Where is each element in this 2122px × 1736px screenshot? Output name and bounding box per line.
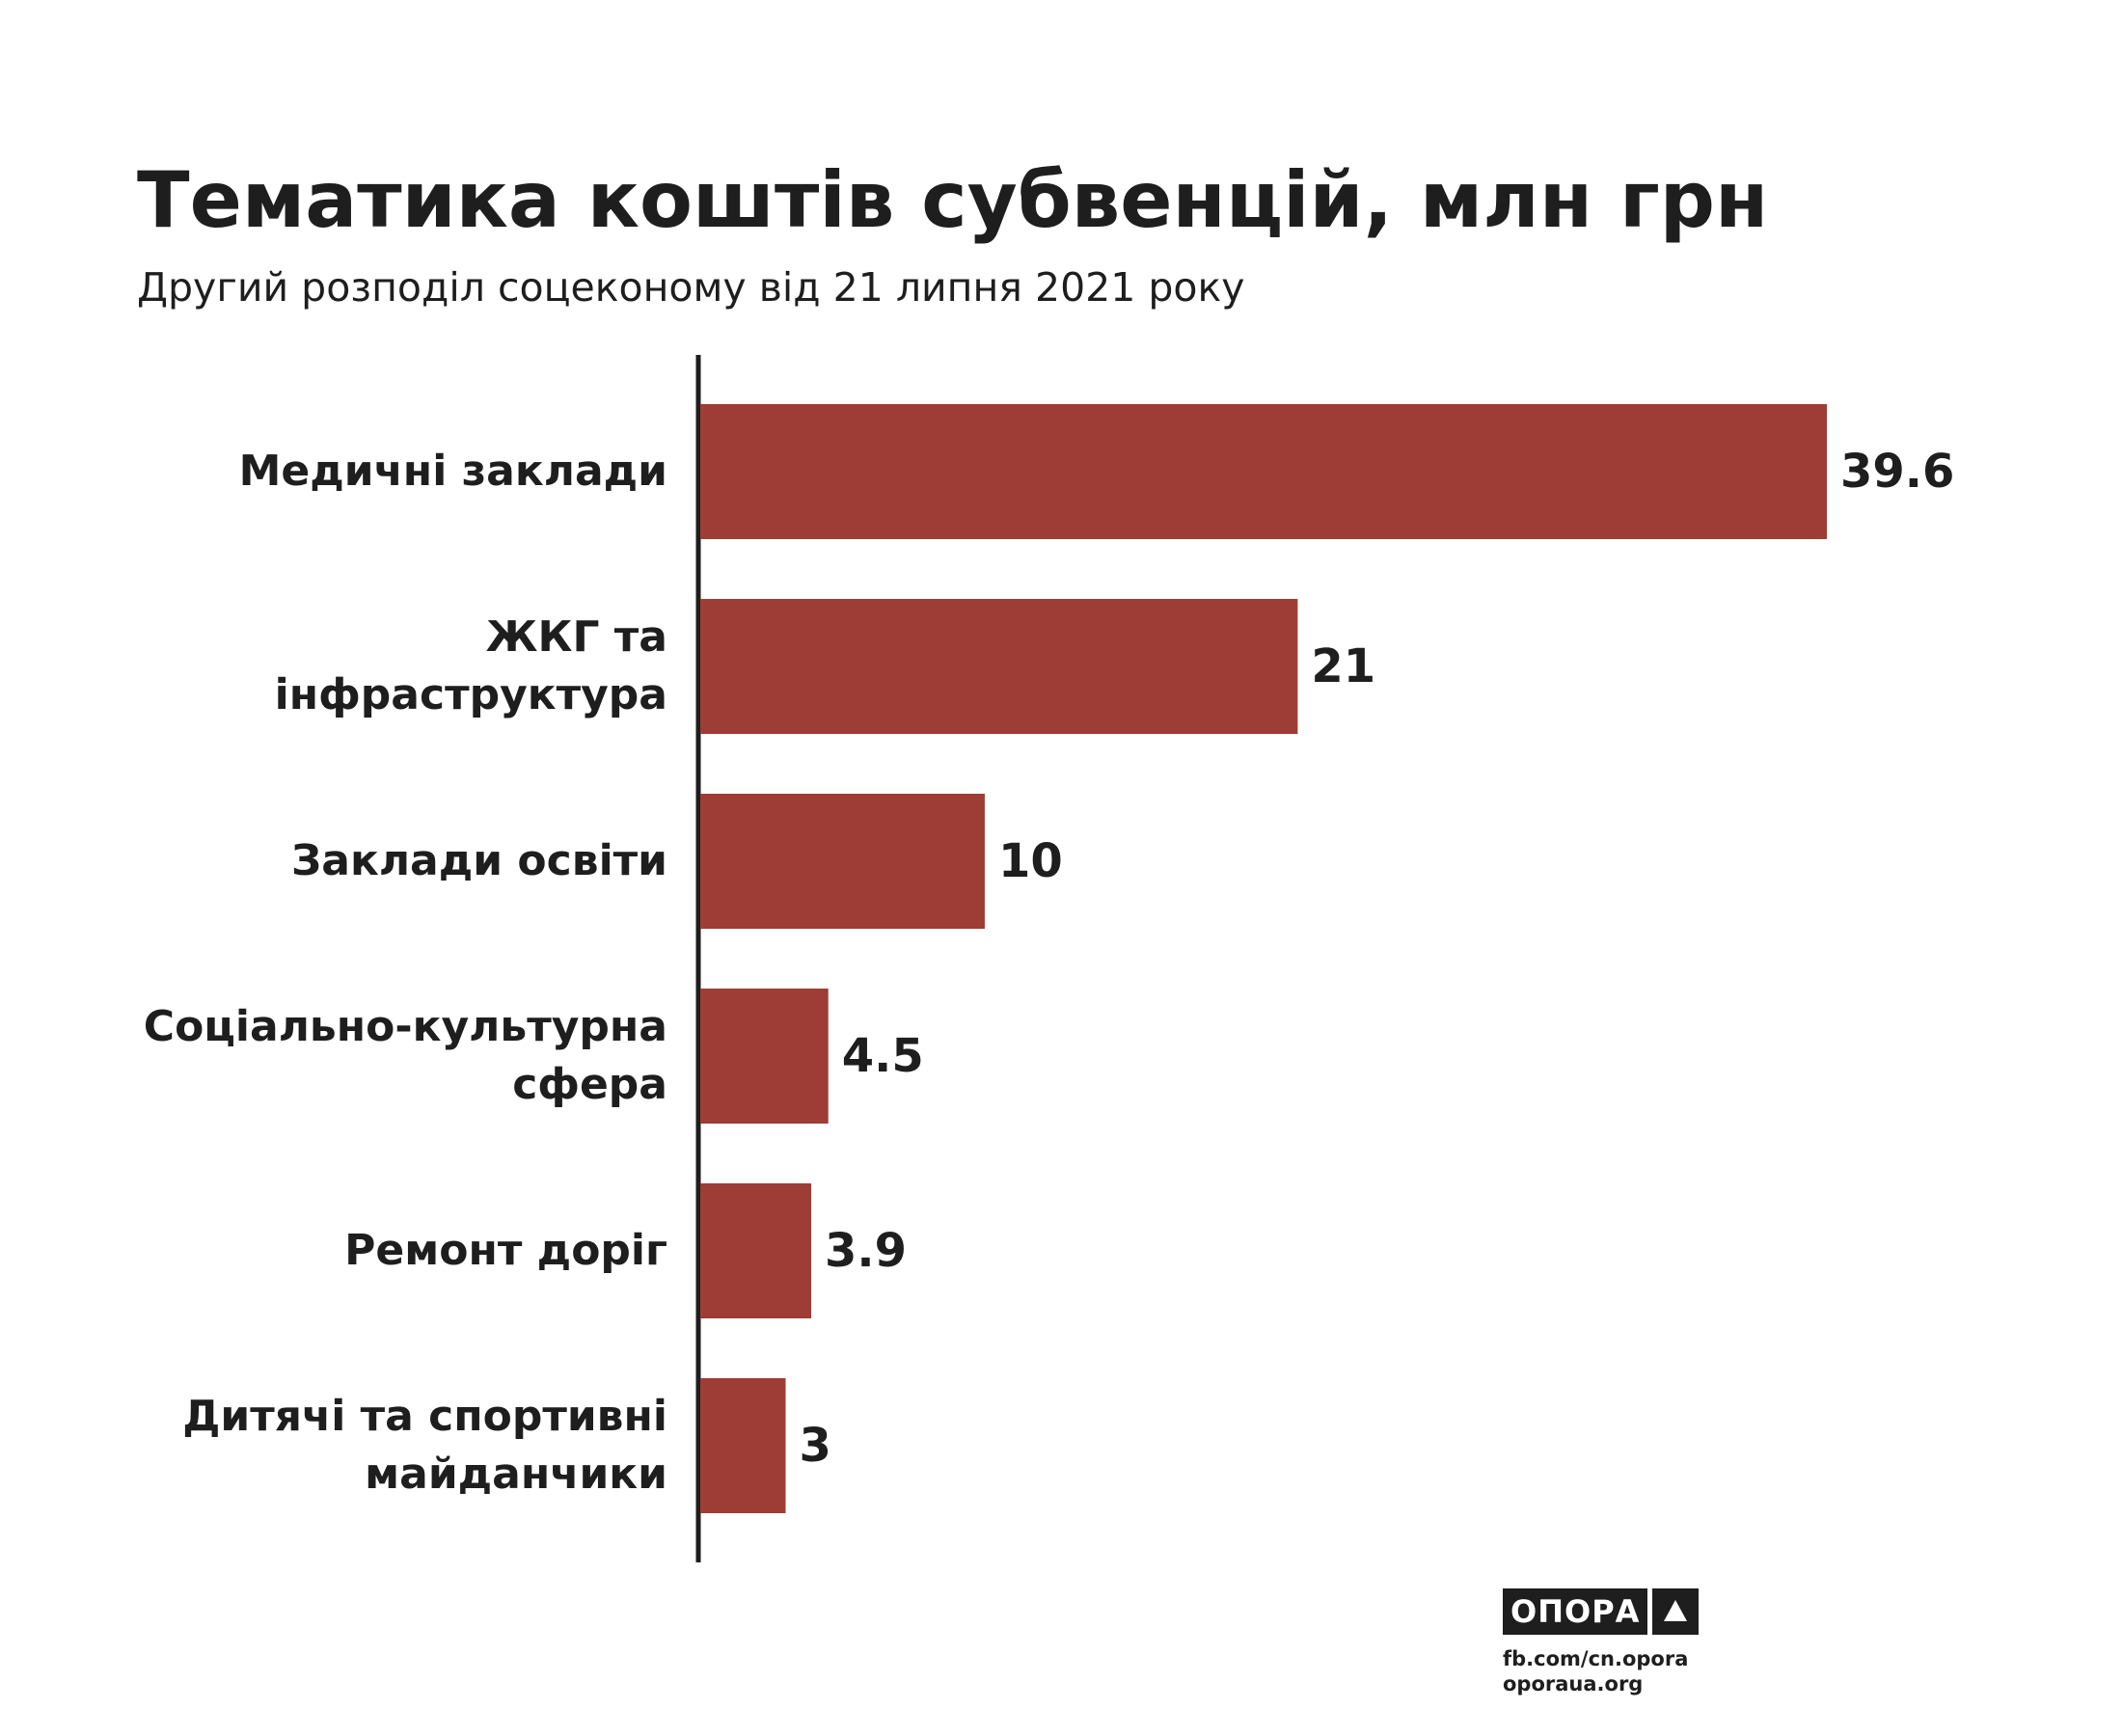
chart-subtitle: Другий розподіл соцекономy від 21 липня … (137, 264, 1245, 311)
bar-value-label: 3.9 (825, 1224, 907, 1278)
opora-logo-text: ОПОРА (1503, 1588, 1648, 1635)
facebook-link: fb.com/cn.opora (1503, 1647, 1689, 1670)
category-label: ЖКГ та інфраструктура (274, 612, 667, 719)
bar (700, 404, 1827, 539)
category-label: Заклади освіти (291, 836, 667, 885)
bar-value-label: 4.5 (842, 1029, 924, 1083)
bar-value-label: 10 (998, 834, 1063, 888)
bar (700, 599, 1298, 734)
category-label: Соціально-культурна сфера (143, 1002, 667, 1109)
category-label: Медичні заклади (238, 447, 667, 496)
bar (700, 989, 829, 1124)
bar (700, 1378, 786, 1513)
bar-value-label: 21 (1311, 639, 1375, 693)
bar-value-label: 3 (799, 1419, 830, 1473)
bar-value-label: 39.6 (1840, 445, 1954, 499)
bar (700, 1183, 812, 1318)
category-label: Ремонт доріг (344, 1226, 667, 1275)
chart-title: Тематика коштів субвенцій, млн грн (137, 155, 1769, 245)
website-link: oporaua.org (1503, 1672, 1644, 1695)
category-label: Дитячі та спортивні майданчики (182, 1392, 667, 1499)
bar (700, 794, 985, 929)
opora-logo: ОПОРА (1503, 1588, 1700, 1635)
triangle-icon (1652, 1588, 1700, 1635)
opora-branding: ОПОРА fb.com/cn.opora oporaua.org (1503, 1588, 1700, 1696)
